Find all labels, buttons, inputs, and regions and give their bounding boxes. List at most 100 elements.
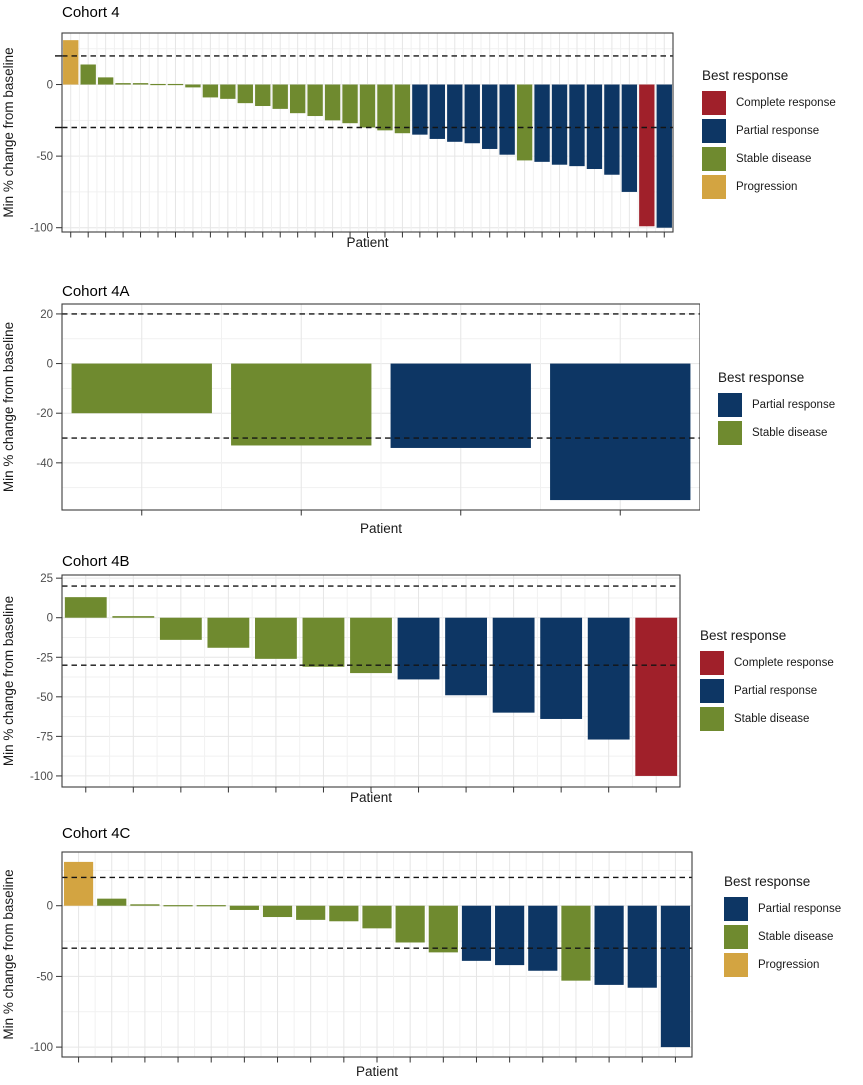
x-axis-title: Patient <box>356 1064 398 1079</box>
bar-patient-17-stable_disease <box>342 84 358 124</box>
y-axis-title: Min % change from baseline <box>1 869 16 1039</box>
waterfall-chart-cohort-4c: 0 -50 -100 Cohort 4C Patient Min % change fro… <box>1 825 693 1079</box>
legend-key-partial_response <box>700 679 724 703</box>
bar-patient-22-partial_response <box>429 84 446 139</box>
bar-patient-6-stable_disease <box>150 83 166 86</box>
legend-item-progression: Progression <box>702 175 863 199</box>
x-axis <box>85 787 657 793</box>
bar-patient-32-partial_response <box>604 84 620 175</box>
panel-border <box>61 303 700 511</box>
bar-patient-9-stable_disease <box>202 84 219 98</box>
bar-patient-34-complete_response <box>639 84 655 227</box>
y-tick-label: 0 <box>47 80 53 92</box>
bar-patient-1-progression <box>63 861 94 906</box>
bar-patient-2-stable_disease <box>231 363 372 446</box>
panel-title: Cohort 4C <box>62 825 131 842</box>
panel-title: Cohort 4 <box>62 4 120 21</box>
bar-patient-8-stable_disease <box>185 84 201 88</box>
bar-patient-5-stable_disease <box>255 617 297 659</box>
bar-patient-11-stable_disease <box>395 905 425 943</box>
legend-item-complete_response: Complete response <box>702 91 863 115</box>
legend-key-stable_disease <box>702 147 726 171</box>
bar-patient-13-complete_response <box>635 617 678 776</box>
legend-label: Stable disease <box>752 427 828 439</box>
bar-patient-14-stable_disease <box>289 84 306 114</box>
y-axis: 0 -50 -100 <box>30 55 62 235</box>
y-tick-label: -20 <box>36 408 53 420</box>
bar-patient-4-stable_disease <box>163 905 193 907</box>
bar-patient-13-partial_response <box>461 905 492 961</box>
bar-patient-7-stable_disease <box>350 617 392 674</box>
legend-item-progression: Progression <box>724 953 863 977</box>
y-axis-title: Min % change from baseline <box>1 596 16 766</box>
bar-patient-16-stable_disease <box>561 905 591 981</box>
bar-patient-2-stable_disease <box>112 616 155 618</box>
bar-patient-3-stable_disease <box>130 904 160 906</box>
bar-patient-5-stable_disease <box>196 905 226 907</box>
bar-patient-7-stable_disease <box>167 83 184 86</box>
x-axis-title: Patient <box>350 790 392 805</box>
bar-patient-11-partial_response <box>540 617 583 719</box>
bar-patient-9-stable_disease <box>329 905 359 922</box>
x-axis-title: Patient <box>360 521 402 536</box>
bar-patient-15-partial_response <box>528 905 558 971</box>
bar-patient-4-stable_disease <box>115 83 131 85</box>
legend-label: Partial response <box>752 399 836 411</box>
legend-cohort-4a: Best response Partial response Stable dise… <box>700 265 863 540</box>
panel-row-cohort-4: 0 -50 -100 Cohort 4 Patient Min % change from… <box>0 0 863 252</box>
y-axis-title: Min % change from baseline <box>1 47 16 217</box>
legend-item-stable_disease: Stable disease <box>718 421 863 445</box>
y-tick-label: -100 <box>30 1042 53 1054</box>
bar-patient-17-partial_response <box>594 905 624 985</box>
legend-label: Complete response <box>736 97 836 109</box>
legend-item-partial_response: Partial response <box>724 897 863 921</box>
y-tick-label: -50 <box>36 151 53 163</box>
panel-row-cohort-4a: 20 0 -20 -40 Cohort 4A Patient Min % change fr… <box>0 265 863 540</box>
legend-key-complete_response <box>700 651 724 675</box>
legend-key-progression <box>724 953 748 977</box>
legend-title: Best response <box>724 874 811 889</box>
legend-key-partial_response <box>724 897 748 921</box>
y-axis-title: Min % change from baseline <box>1 322 16 492</box>
y-tick-label: -25 <box>36 652 53 664</box>
bar-patient-4-partial_response <box>550 363 691 501</box>
bar-patient-6-stable_disease <box>229 905 259 910</box>
legend-key-stable_disease <box>724 925 748 949</box>
legend-cohort-4: Best response Complete response Partial re… <box>700 0 863 252</box>
panel-title: Cohort 4A <box>62 283 130 300</box>
x-axis <box>70 232 665 238</box>
bar-patient-30-partial_response <box>569 84 585 167</box>
bar-patient-21-partial_response <box>412 84 428 135</box>
legend-key-partial_response <box>718 393 742 417</box>
bar-patient-23-partial_response <box>447 84 463 142</box>
bar-patient-26-partial_response <box>499 84 515 155</box>
bar-patient-4-stable_disease <box>207 617 250 648</box>
panel-row-cohort-4c: 0 -50 -100 Cohort 4C Patient Min % change fro… <box>0 822 863 1085</box>
legend-item-stable_disease: Stable disease <box>700 707 863 731</box>
y-tick-label: -50 <box>36 971 53 983</box>
bar-patient-7-stable_disease <box>262 905 293 918</box>
x-axis <box>78 1057 676 1063</box>
y-axis: 25 0 -25 -50 -75 -100 <box>30 573 62 783</box>
y-axis: 0 -50 -100 <box>30 901 62 1054</box>
panel-row-cohort-4b: 25 0 -25 -50 -75 -100 Cohort 4B Patient Min % ch… <box>0 552 863 812</box>
bar-patient-19-partial_response <box>660 905 691 1048</box>
bar-patient-9-partial_response <box>445 617 487 696</box>
waterfall-chart-cohort-4a: 20 0 -20 -40 Cohort 4A Patient Min % change fr… <box>1 283 700 536</box>
bar-patient-15-stable_disease <box>307 84 323 117</box>
bar-patient-12-stable_disease <box>428 905 458 953</box>
bars-group <box>63 40 672 228</box>
bar-patient-8-stable_disease <box>296 905 326 920</box>
legend-title: Best response <box>700 628 787 643</box>
bar-patient-24-partial_response <box>464 84 480 144</box>
y-tick-label: 0 <box>47 613 53 625</box>
y-tick-label: -50 <box>36 692 53 704</box>
bar-patient-18-stable_disease <box>359 84 376 128</box>
bar-patient-29-partial_response <box>551 84 568 165</box>
bars-group <box>64 597 678 776</box>
bar-patient-18-partial_response <box>627 905 657 988</box>
y-tick-label: -75 <box>36 731 53 743</box>
y-tick-label: -100 <box>30 223 53 235</box>
y-tick-label: 0 <box>47 359 53 371</box>
y-tick-label: -100 <box>30 771 53 783</box>
